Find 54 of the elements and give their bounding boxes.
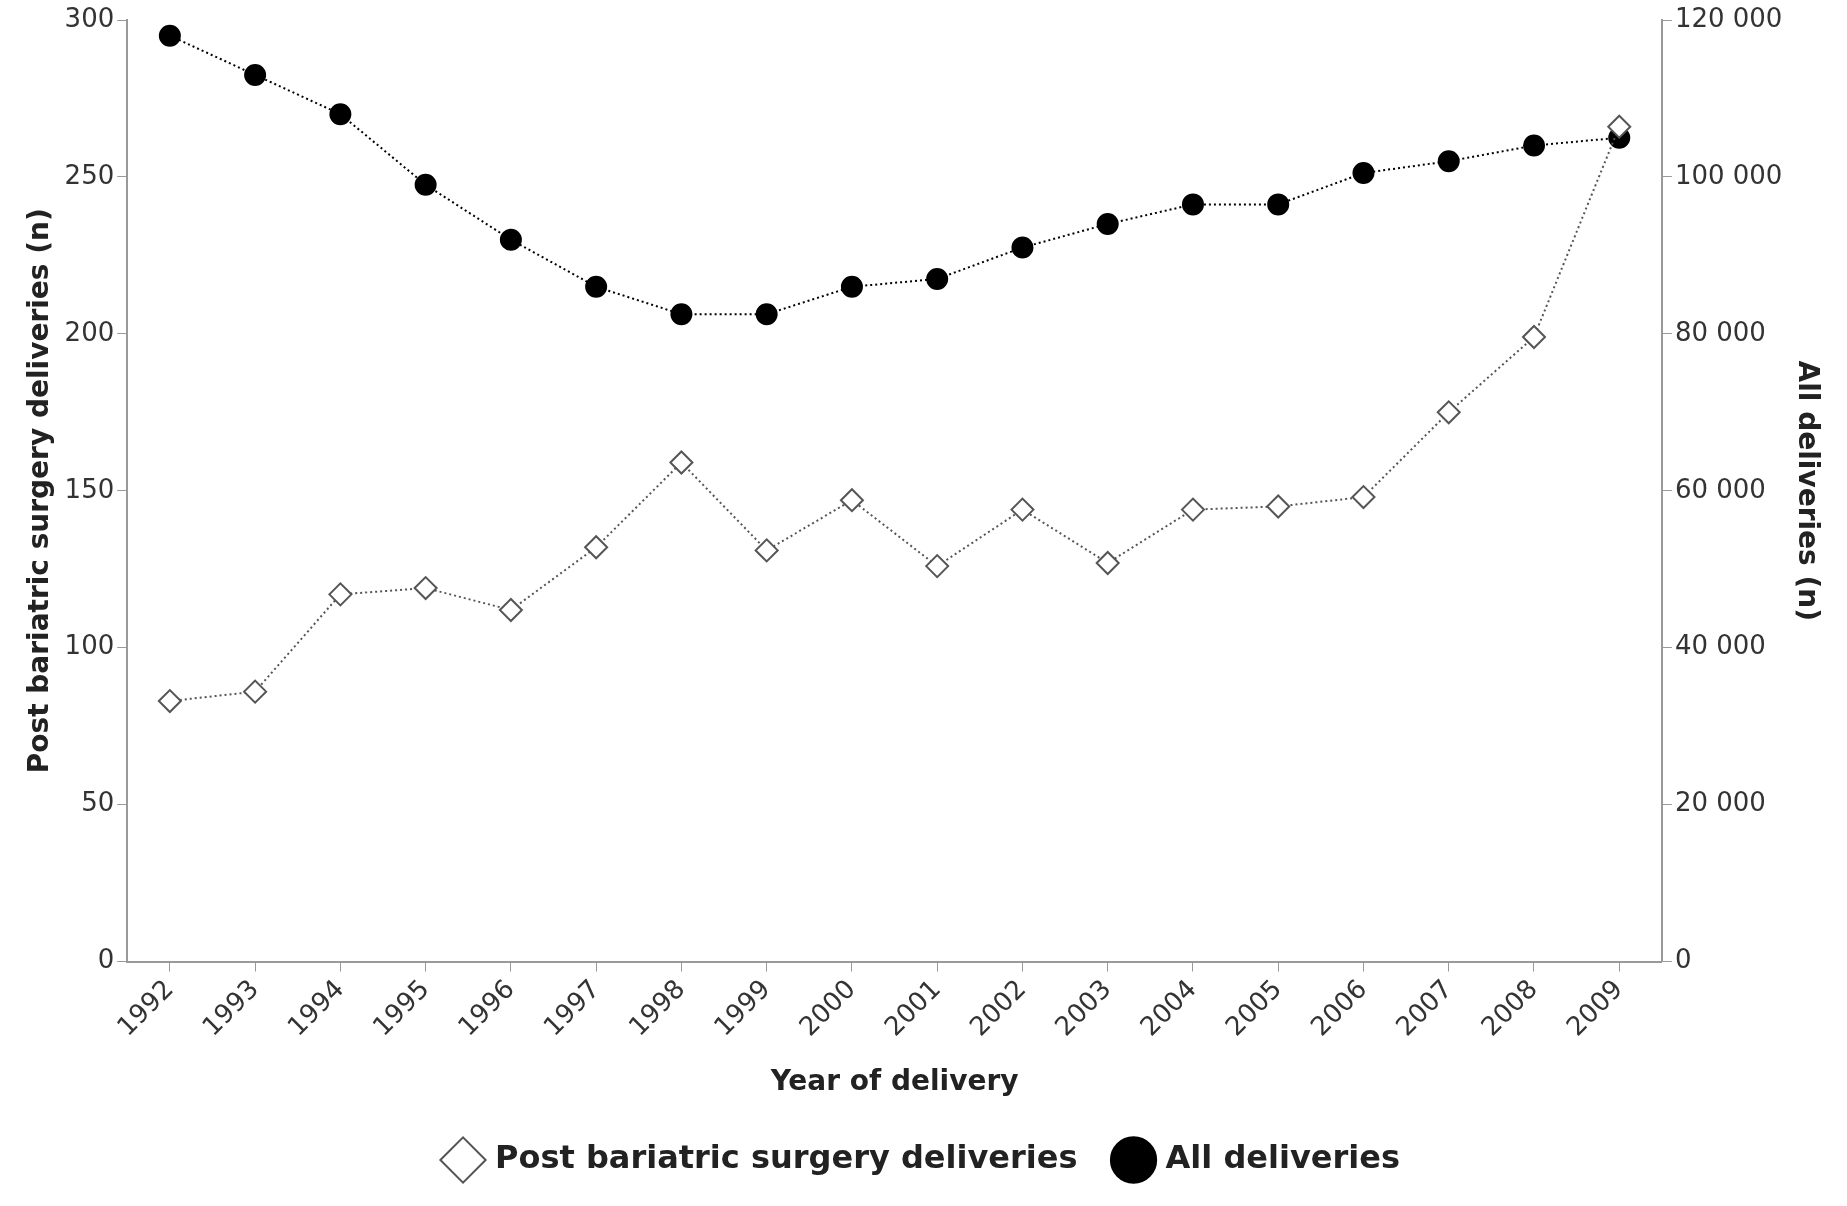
point	[1351, 485, 1376, 510]
point	[926, 267, 949, 290]
point	[754, 538, 779, 563]
point	[755, 303, 778, 326]
y-tick-label: 300	[64, 2, 115, 33]
point	[244, 63, 267, 86]
point	[1011, 236, 1034, 259]
y2-tick-label: 60 000	[1674, 473, 1766, 504]
point	[925, 554, 950, 579]
y2-axis-title: All deliveries (n)	[1791, 360, 1825, 621]
point	[157, 689, 182, 714]
point	[1436, 400, 1461, 425]
y-tick-label: 100	[64, 630, 115, 661]
y-tick-label: 0	[97, 944, 115, 975]
point	[1522, 324, 1546, 349]
point	[243, 679, 268, 704]
y2-tick-label: 120 000	[1674, 2, 1783, 33]
y2-tick-label: 40 000	[1674, 630, 1766, 661]
y2-tick-label: 20 000	[1674, 787, 1766, 818]
point	[840, 275, 863, 298]
y-tick-label: 200	[64, 316, 115, 347]
point	[1096, 213, 1119, 235]
point	[329, 103, 352, 126]
point	[670, 303, 693, 326]
legend-label: All deliveries	[1165, 1138, 1400, 1177]
point	[1267, 193, 1290, 216]
point	[1437, 150, 1460, 173]
y-tick-label: 50	[81, 787, 115, 818]
point	[413, 576, 438, 601]
y2-tick-label: 80 000	[1674, 316, 1766, 347]
point	[1522, 134, 1545, 157]
legend-label: Post bariatric surgery deliveries	[495, 1138, 1078, 1177]
point	[1352, 162, 1375, 184]
point	[158, 24, 181, 47]
y-tick-label: 150	[64, 473, 115, 504]
y-tick-label: 250	[64, 159, 115, 190]
point	[669, 450, 694, 475]
x-axis-title: Year of delivery	[769, 1064, 1019, 1098]
point	[1010, 497, 1035, 522]
point	[328, 582, 353, 607]
point	[1607, 114, 1632, 139]
point	[839, 488, 864, 513]
point	[499, 228, 522, 251]
y2-tick-label: 0	[1674, 944, 1692, 975]
point	[1181, 193, 1204, 216]
point	[585, 275, 608, 298]
point	[1180, 497, 1205, 522]
y-axis-title: Post bariatric surgery deliveries (n)	[22, 208, 56, 774]
point	[1095, 550, 1120, 575]
point	[414, 173, 437, 196]
point	[498, 598, 523, 623]
point	[584, 535, 609, 560]
point	[1266, 494, 1291, 519]
y2-tick-label: 100 000	[1674, 159, 1783, 190]
